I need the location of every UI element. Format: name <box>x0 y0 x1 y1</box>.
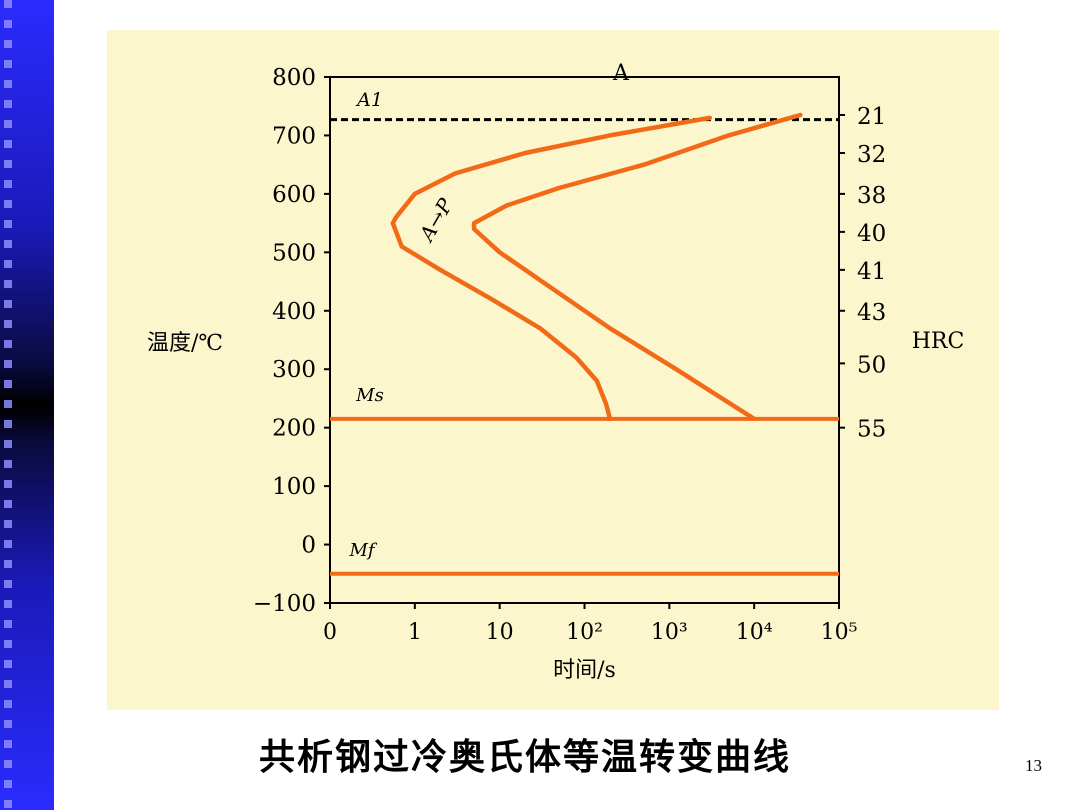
x-tick-label: 10³ <box>651 620 688 645</box>
y-tick-label: 100 <box>272 474 316 500</box>
annotation-region-a: A <box>612 61 630 86</box>
hrc-tick-label: 40 <box>857 221 886 247</box>
hrc-tick-label: 21 <box>857 104 886 130</box>
y-tick-label: 300 <box>272 357 316 383</box>
side-dots-decoration <box>4 0 12 810</box>
y-tick-label: 500 <box>272 240 316 266</box>
y-tick-label: 600 <box>272 182 316 208</box>
curve-start <box>390 115 713 422</box>
y-tick-label: 200 <box>272 416 316 442</box>
x-tick-label: 0 <box>323 620 337 645</box>
x-tick-label: 1 <box>408 620 422 645</box>
chart-panel: 800 700 600 500 400 300 200 100 0 −100 0 1 10 10² 10³ 1… <box>107 30 999 710</box>
x-tick-label: 10 <box>486 620 514 645</box>
y-tick-label: −100 <box>253 591 316 617</box>
hrc-tick-label: 50 <box>857 352 886 378</box>
slide-caption: 共析钢过冷奥氏体等温转变曲线 <box>258 737 791 778</box>
annotation-transform: A→P <box>414 194 458 247</box>
y-tick-label: 700 <box>272 123 316 149</box>
ttt-chart: 800 700 600 500 400 300 200 100 0 −100 0 1 10 10² 10³ 1… <box>147 61 965 683</box>
y-tick-label: 400 <box>272 299 316 325</box>
y-tick-label: 800 <box>272 65 316 91</box>
hrc-tick-label: 55 <box>857 417 886 443</box>
hrc-tick-label: 38 <box>857 183 886 209</box>
x-tick-label: 10⁵ <box>821 620 858 645</box>
side-bar <box>0 0 54 810</box>
x-tick-label: 10⁴ <box>736 620 773 645</box>
y-tick-label: 0 <box>301 533 316 559</box>
y2-axis-label: HRC <box>912 329 965 354</box>
annotation-ms: Ms <box>355 385 384 406</box>
annotation-mf: Mf <box>348 540 377 561</box>
curve-finish <box>471 112 803 422</box>
x-axis-label: 时间/s <box>553 658 616 683</box>
x-tick-label: 10² <box>566 620 603 645</box>
hrc-tick-label: 41 <box>857 259 886 285</box>
annotation-a1: A1 <box>355 89 383 111</box>
page-number: 13 <box>1025 756 1042 775</box>
plot-frame <box>329 76 840 604</box>
hrc-tick-label: 43 <box>857 300 886 326</box>
y-axis-label: 温度/℃ <box>147 331 223 356</box>
hrc-tick-label: 32 <box>857 142 886 168</box>
